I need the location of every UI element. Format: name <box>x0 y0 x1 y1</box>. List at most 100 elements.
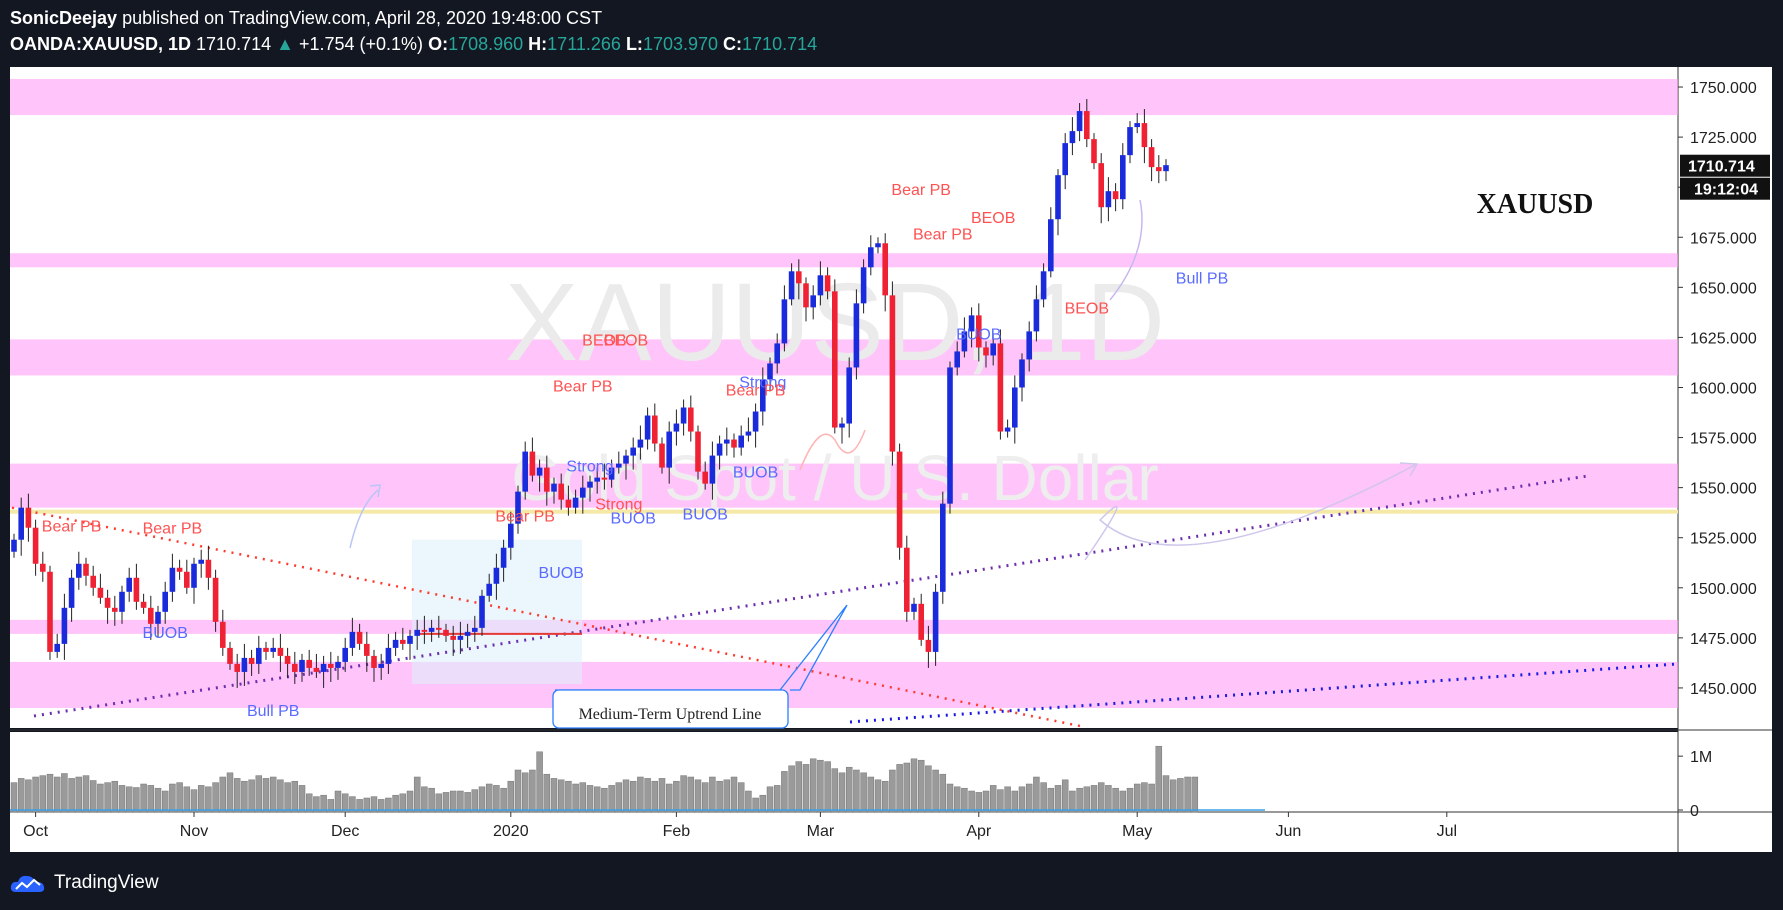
candle <box>400 627 406 650</box>
candle <box>572 489 579 514</box>
volume-bar <box>53 776 61 813</box>
candle <box>601 463 608 490</box>
price-tick-label: 1600.000 <box>1690 380 1757 397</box>
candle <box>133 563 140 610</box>
candle <box>263 641 269 660</box>
volume-bar <box>176 782 183 813</box>
candle <box>644 407 651 450</box>
volume-bar <box>212 782 219 813</box>
price-tick-label: 1575.000 <box>1690 431 1757 448</box>
supply-demand-zone <box>10 339 1678 376</box>
time-tick-label: Feb <box>663 823 691 840</box>
candle-body <box>889 295 896 452</box>
candle <box>220 609 226 656</box>
candle-body <box>968 315 975 332</box>
candle-body <box>241 657 248 672</box>
annotation-label: Bear PB <box>553 378 613 395</box>
volume-bar <box>46 773 54 813</box>
price-tick-label: 1675.000 <box>1690 230 1757 247</box>
candle-body <box>119 591 125 612</box>
volume-bar <box>125 786 133 813</box>
yellow-zone <box>10 509 1678 514</box>
volume-bar <box>1011 790 1019 813</box>
volume-bar <box>399 793 407 813</box>
candle <box>738 425 744 456</box>
volume-bar <box>946 783 954 813</box>
candle-body <box>666 431 672 468</box>
volume-bar <box>428 787 435 813</box>
time-tick-label: Oct <box>23 823 48 840</box>
candle <box>472 615 478 642</box>
candle-body <box>306 659 312 668</box>
price-ticks: 1450.000 1475.000 1500.000 1525.000 1550.000… <box>1678 80 1757 698</box>
candle <box>1112 183 1119 212</box>
arrow-scribble <box>349 484 381 549</box>
volume-bar <box>248 779 255 813</box>
candle-body <box>896 451 903 548</box>
candle-body <box>479 595 485 628</box>
candle-body <box>140 601 147 608</box>
candle <box>47 565 53 660</box>
candle-body <box>882 243 888 296</box>
volume-bar <box>1090 785 1098 813</box>
last-price-tag <box>1680 154 1770 177</box>
volume-bar <box>118 785 126 813</box>
volume-bar <box>982 790 990 813</box>
candle-body <box>457 635 464 640</box>
annotation-label: Strong <box>566 459 613 476</box>
candle-body <box>371 655 377 668</box>
volume-bar <box>478 786 486 813</box>
candle-body <box>673 423 680 432</box>
candle <box>1076 103 1083 142</box>
candle-body <box>918 603 924 640</box>
candle <box>925 625 932 668</box>
candle <box>83 557 89 586</box>
candle-body <box>680 407 687 424</box>
candle <box>688 395 694 442</box>
symbol-info: OANDA:XAUUSD, 1D 1710.714 ▲ +1.754 (+0.1… <box>10 34 817 55</box>
candle-body <box>47 571 53 652</box>
candle-body <box>1091 139 1097 164</box>
volume-bar <box>529 769 536 813</box>
candle <box>306 649 312 676</box>
volume-bar <box>133 787 140 813</box>
volume-tick-label: 1M <box>1690 749 1712 766</box>
volume-bar <box>615 782 623 813</box>
tradingview-logo[interactable]: TradingView <box>10 872 159 894</box>
candle-body <box>176 567 183 572</box>
candle-body <box>695 431 701 472</box>
candle <box>587 475 593 502</box>
volume-bar <box>370 796 378 813</box>
candle <box>32 519 39 576</box>
candle <box>882 233 888 312</box>
candle-body <box>630 447 636 456</box>
candle-body <box>54 643 60 652</box>
candle <box>464 623 471 648</box>
volume-bar <box>464 792 471 813</box>
candle <box>832 279 838 434</box>
candle <box>11 533 17 558</box>
candle <box>680 399 687 436</box>
candle-body <box>472 627 478 632</box>
candle-body <box>796 271 802 284</box>
volume-bar <box>817 759 824 813</box>
candle-body <box>234 663 240 672</box>
candle <box>40 551 46 582</box>
candle-body <box>1105 191 1112 208</box>
author-name[interactable]: SonicDeejay <box>10 8 118 28</box>
supply-demand-zone <box>10 79 1678 116</box>
candles <box>11 99 1169 688</box>
symbol-name[interactable]: OANDA:XAUUSD, 1D <box>10 34 192 54</box>
candle <box>551 477 557 504</box>
supply-demand-zone <box>10 661 1678 708</box>
volume-bar <box>953 786 961 813</box>
price-pane <box>10 67 1678 728</box>
volume-bar <box>795 761 803 813</box>
volume-bar <box>989 785 997 813</box>
candle-body <box>248 657 255 664</box>
candle <box>904 535 910 622</box>
candle-body <box>817 275 824 296</box>
volume-bar <box>521 772 529 813</box>
candle <box>104 589 111 624</box>
